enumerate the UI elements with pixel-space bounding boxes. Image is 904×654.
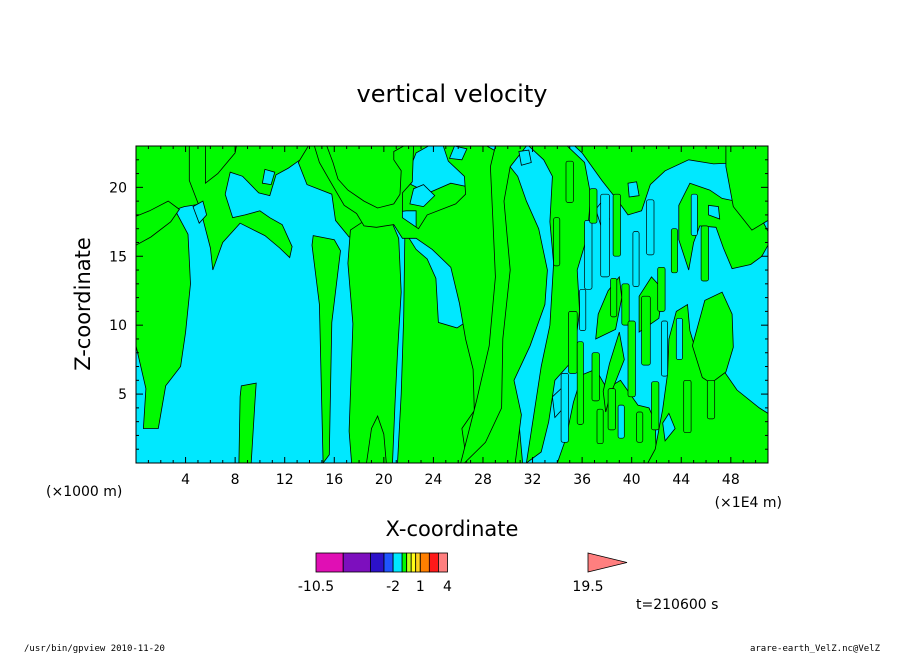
x-tick-label-16: 16 [325,472,343,488]
colorbar-segment-10 [419,552,430,573]
footer-left: /usr/bin/gpview 2010-11-20 [24,644,165,654]
colorbar: -10.5 -2 1 4 19.5 [298,552,628,595]
cyan-region-3 [409,184,436,208]
colorbar-segment-2 [342,552,371,573]
striation-25 [579,288,587,331]
cyan-region-10 [662,412,676,442]
striation-19 [661,320,668,377]
y-tick-label-5: 5 [118,387,127,403]
colorbar-segment-12 [437,552,448,573]
striation-29 [553,217,561,267]
colorbar-label-2: -2 [386,579,400,595]
striation-15 [641,295,651,366]
striation-28 [675,317,683,360]
striation-14 [636,411,644,443]
striation-22 [690,193,698,236]
y-tick-label-15: 15 [109,249,127,265]
striation-5 [591,352,600,402]
x-axis: 4 8 12 16 20 24 28 32 36 40 44 48 [147,146,757,488]
x-unit-right: (×1E4 m) [715,495,782,511]
striation-3 [576,341,584,425]
striation-23 [700,225,709,282]
striation-27 [610,277,618,318]
striation-12 [627,320,636,398]
colorbar-label-1: -10.5 [298,579,334,595]
colorbar-segment-4 [383,552,394,573]
green-region-23 [725,146,768,231]
footer-right: arare-earth_VelZ.nc@VelZ [750,644,881,654]
green-region-9 [366,415,387,463]
striation-7 [600,193,610,278]
colorbar-segment-5 [392,552,403,573]
x-tick-label-44: 44 [672,472,690,488]
green-region-17 [460,146,527,463]
x-tick-label-36: 36 [573,472,591,488]
colorbar-segment-7 [406,552,412,573]
x-tick-label-28: 28 [474,472,492,488]
striation-20 [670,228,678,274]
striation-16 [646,199,655,256]
striation-1 [560,373,569,443]
striation-9 [612,193,621,257]
striation-8 [607,388,616,431]
y-tick-label-10: 10 [109,318,127,334]
timestamp: t=210600 s [636,597,718,613]
contour-field [136,146,768,463]
striation-4 [584,220,593,290]
x-axis-label: X-coordinate [386,517,519,541]
x-unit-left: (×1000 m) [46,484,122,500]
striation-18 [657,266,666,312]
green-region-7 [311,235,341,463]
green-region-4 [188,146,312,271]
cyan-region-7 [627,181,640,198]
y-axis: 5 10 15 20 [109,159,768,450]
x-tick-label-48: 48 [722,472,740,488]
striation-2 [568,311,578,374]
striation-17 [651,381,660,431]
colorbar-extend-arrow [587,552,628,573]
high-variability-striations [553,160,716,445]
x-tick-label-12: 12 [276,472,294,488]
x-tick-label-8: 8 [231,472,240,488]
cyan-region-4 [448,146,468,161]
colorbar-label-4: 4 [443,579,452,595]
chart-title: vertical velocity [357,80,548,108]
colorbar-segment-8 [410,552,417,573]
colorbar-segment-6 [401,552,408,573]
green-region-5 [205,146,237,185]
green-contour-regions [136,146,768,463]
green-region-24 [691,291,734,384]
striation-6 [596,408,604,445]
striation-11 [621,283,630,326]
cyan-region-2 [261,168,276,186]
cyan-region-1 [192,200,208,224]
cyan-region-8 [708,204,721,220]
striation-21 [683,379,692,434]
colorbar-segment-1 [315,552,344,573]
x-tick-label-40: 40 [623,472,641,488]
colorbar-label-3: 1 [416,579,425,595]
green-region-18 [525,146,592,463]
x-tick-label-32: 32 [524,472,542,488]
cyan-contour-regions [192,146,721,442]
green-region-12 [238,382,257,463]
striation-30 [565,160,574,203]
colorbar-segment-3 [369,552,385,573]
plot-frame [135,145,769,464]
striation-26 [589,188,598,224]
striation-13 [632,231,640,287]
colorbar-label-5: 19.5 [572,579,603,595]
x-tick-label-4: 4 [181,472,190,488]
cyan-region-5 [518,149,532,166]
x-tick-label-20: 20 [375,472,393,488]
striation-10 [617,404,625,439]
x-tick-label-24: 24 [424,472,442,488]
colorbar-segment-9 [415,552,421,573]
striation-24 [706,379,716,420]
y-tick-label-20: 20 [109,180,127,196]
y-axis-label: Z-coordinate [71,237,95,371]
colorbar-segment-11 [428,552,439,573]
